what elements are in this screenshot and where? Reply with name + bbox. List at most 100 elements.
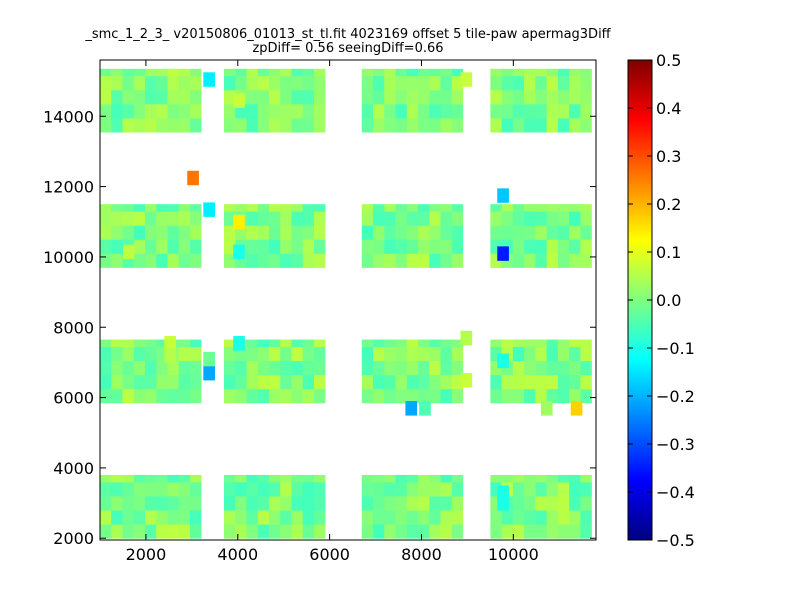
heatmap-cell: [269, 481, 281, 497]
heatmap-cell: [451, 346, 464, 362]
heatmap-cell: [291, 496, 304, 511]
heatmap-cell: [246, 496, 259, 511]
heatmap-cell: [133, 204, 146, 212]
heatmap-cell: [314, 225, 326, 240]
heatmap-cell: [384, 360, 396, 376]
heatmap-cell: [190, 118, 202, 133]
heatmap-cell: [269, 360, 281, 376]
heatmap-cell: [384, 225, 396, 240]
heatmap-cell: [373, 211, 385, 226]
heatmap-cell: [280, 204, 292, 212]
heatmap-cell: [395, 89, 408, 105]
heatmap-cell: [373, 68, 385, 77]
heatmap-cell: [440, 68, 453, 77]
chart-title: _smc_1_2_3_ v20150806_01013_st_tl.fit 40…: [84, 27, 611, 42]
heatmap-cell: [373, 118, 385, 133]
heatmap-cell: [512, 360, 525, 376]
heatmap-cell-outlier: [497, 188, 509, 203]
heatmap-cell: [122, 339, 135, 347]
heatmap-cell: [314, 239, 326, 254]
heatmap-cell: [569, 239, 581, 254]
heatmap-cell: [190, 211, 202, 226]
heatmap-cell: [100, 211, 112, 226]
heatmap-cell: [373, 510, 385, 525]
heatmap-cell: [557, 360, 570, 376]
heatmap-cell: [122, 481, 135, 497]
heatmap-cell: [122, 524, 135, 539]
heatmap-cell: [384, 474, 396, 483]
heatmap-cell: [524, 496, 536, 511]
heatmap-cell: [490, 496, 503, 511]
heatmap-cell: [490, 388, 503, 404]
heatmap-cell: [269, 253, 281, 268]
heatmap-cell: [314, 253, 326, 268]
heatmap-cell: [395, 211, 408, 226]
heatmap-cell: [235, 346, 247, 362]
heatmap-cell: [257, 374, 270, 390]
heatmap-cell: [235, 510, 247, 525]
heatmap-cell: [291, 510, 304, 525]
heatmap-cell-outlier: [164, 348, 176, 363]
heatmap-cell: [384, 204, 396, 212]
heatmap-cell: [167, 524, 180, 539]
heatmap-cell: [535, 524, 548, 539]
heatmap-cell: [451, 68, 464, 77]
heatmap-cell: [406, 89, 419, 105]
heatmap-cell: [280, 360, 292, 376]
heatmap-cell: [429, 68, 441, 77]
heatmap-cell: [156, 388, 168, 404]
heatmap-cell: [546, 204, 559, 212]
heatmap-cell: [501, 204, 514, 212]
heatmap-cell: [269, 510, 281, 525]
heatmap-cell: [580, 474, 592, 483]
heatmap-cell: [546, 524, 559, 539]
plot-frame: [99, 59, 597, 541]
heatmap-cell: [246, 510, 259, 525]
heatmap-cell: [361, 360, 374, 376]
heatmap-cell: [257, 339, 270, 347]
heatmap-cell: [235, 388, 247, 404]
heatmap-cell: [100, 225, 112, 240]
heatmap-cell: [512, 211, 525, 226]
heatmap-cell: [224, 75, 236, 91]
heatmap-cell: [224, 474, 236, 483]
heatmap-cell: [100, 474, 112, 483]
heatmap-cell: [557, 89, 570, 105]
heatmap-cell: [145, 225, 157, 240]
heatmap-cell: [156, 211, 168, 226]
heatmap-cell: [224, 339, 236, 347]
heatmap-cell: [569, 225, 581, 240]
heatmap-cell: [395, 346, 408, 362]
heatmap-cell: [167, 103, 180, 119]
heatmap-cell: [235, 103, 247, 119]
heatmap-cell: [280, 239, 292, 254]
heatmap-cell: [257, 360, 270, 376]
heatmap-cell: [384, 374, 396, 390]
heatmap-cell: [167, 253, 180, 268]
heatmap-cell: [429, 510, 441, 525]
heatmap-cell: [373, 524, 385, 539]
heatmap-cell: [291, 204, 304, 212]
heatmap-cell: [224, 360, 236, 376]
heatmap-cell: [100, 496, 112, 511]
heatmap-cell: [122, 89, 135, 105]
heatmap-cell: [167, 68, 180, 77]
plot-background: [100, 60, 596, 540]
heatmap-cell: [406, 253, 419, 268]
heatmap-cell: [302, 253, 315, 268]
heatmap-cell: [406, 339, 419, 347]
heatmap-cell-outlier: [497, 246, 509, 261]
heatmap-cell: [535, 89, 548, 105]
heatmap-cell: [451, 211, 464, 226]
heatmap-cell: [133, 103, 146, 119]
heatmap-cell: [395, 374, 408, 390]
heatmap-cell: [269, 118, 281, 133]
heatmap-cell: [373, 103, 385, 119]
heatmap-cell: [190, 360, 202, 376]
heatmap-cell: [524, 68, 536, 77]
heatmap-cell: [384, 481, 396, 497]
heatmap-cell: [418, 346, 430, 362]
heatmap-cell: [384, 103, 396, 119]
heatmap-cell: [156, 481, 168, 497]
heatmap-cell-outlier: [419, 401, 431, 416]
